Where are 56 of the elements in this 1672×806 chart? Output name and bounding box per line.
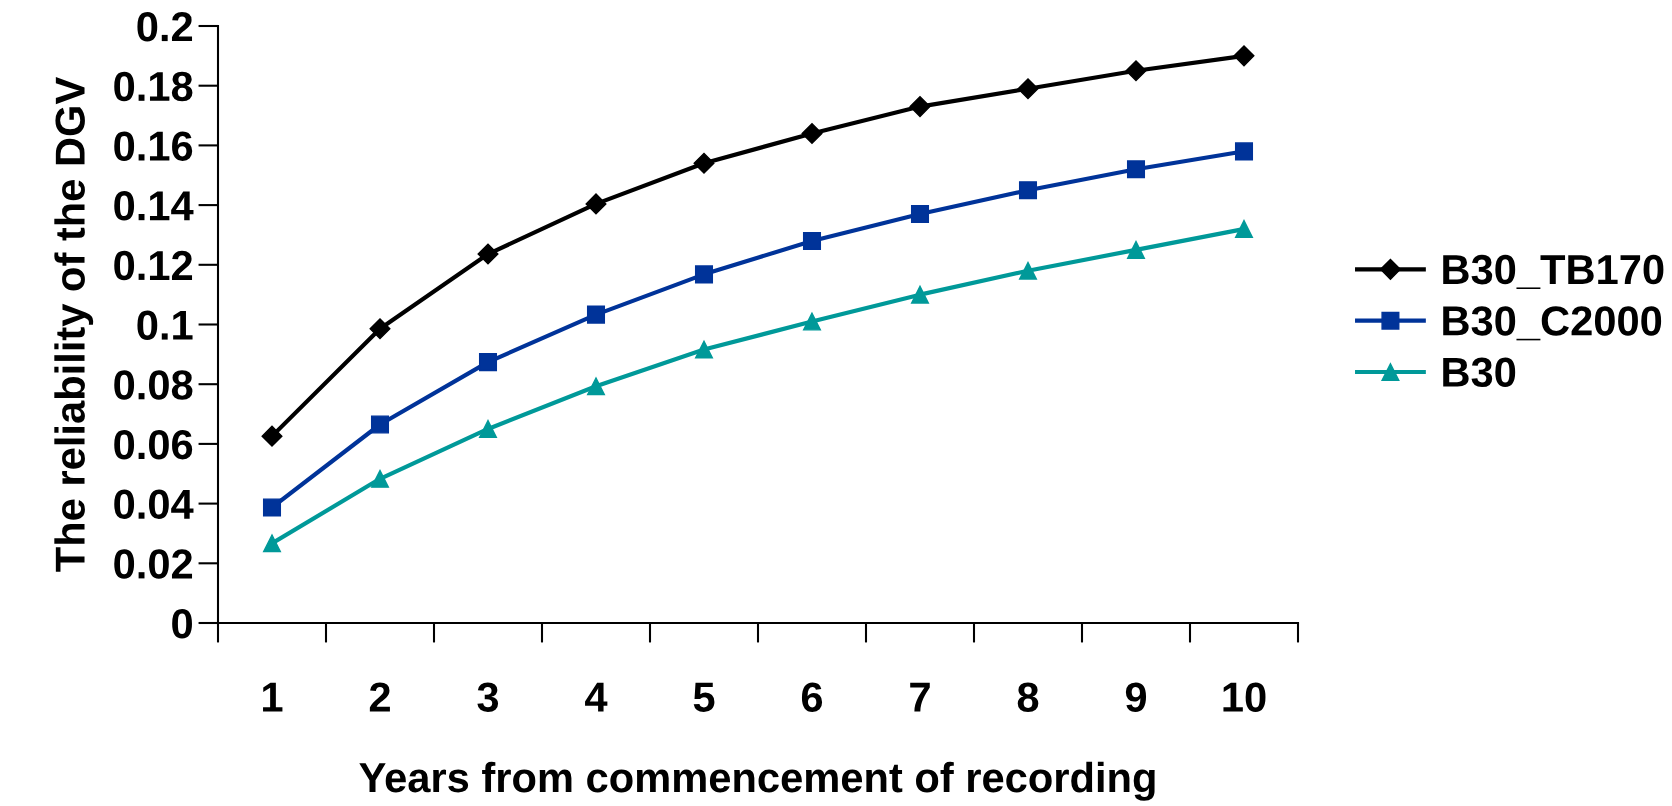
point	[1234, 219, 1254, 239]
point	[478, 419, 498, 439]
legend-label: B30_C2000	[1443, 306, 1662, 341]
point	[693, 152, 715, 174]
x-tick-label: 1	[263, 682, 283, 712]
point	[369, 318, 391, 340]
point	[478, 353, 498, 372]
point	[1233, 45, 1255, 67]
x-tick-label: 3	[477, 682, 499, 712]
y-tick-label: 0.02	[114, 549, 193, 579]
point	[477, 243, 499, 265]
point	[694, 340, 714, 359]
point	[802, 312, 822, 331]
point	[370, 415, 390, 434]
y-tick-label: 0.04	[114, 489, 194, 520]
point	[694, 265, 714, 284]
point	[1126, 160, 1146, 179]
x-axis-title: Years from commencement of recording	[359, 761, 1155, 801]
point	[1018, 261, 1038, 280]
legend-label: B30_TB170	[1443, 254, 1664, 290]
point	[261, 425, 283, 447]
point	[1125, 60, 1147, 82]
x-tick-label: 7	[910, 682, 930, 712]
x-tick-label: 2	[369, 682, 390, 712]
x-tick-label: 5	[693, 682, 715, 712]
point	[370, 469, 390, 488]
y-tick-label: 0.08	[114, 370, 193, 400]
point	[910, 285, 930, 304]
point	[262, 498, 282, 517]
point	[1017, 78, 1039, 100]
x-tick-label: 9	[1125, 682, 1147, 712]
x-tick-label: 10	[1223, 682, 1266, 712]
point	[802, 231, 822, 250]
y-tick-label: 0.1	[137, 310, 193, 341]
point	[586, 305, 606, 324]
point	[910, 205, 930, 224]
y-tick-label: 0.06	[114, 429, 193, 460]
point	[1126, 240, 1146, 259]
point	[585, 193, 607, 215]
y-tick-label: 0.2	[137, 12, 193, 42]
y-tick-label: 0.14	[114, 191, 194, 221]
point	[1234, 142, 1254, 161]
y-axis-title: The reliability of the DGV	[54, 77, 94, 572]
y-tick-label: 0.12	[114, 250, 193, 281]
x-tick-label: 4	[585, 682, 608, 712]
point	[586, 377, 606, 396]
y-tick-label: 0	[172, 609, 192, 639]
x-tick-label: 8	[1017, 682, 1039, 712]
point	[1018, 181, 1038, 200]
x-tick-label: 6	[801, 682, 823, 712]
y-tick-label: 0.16	[114, 131, 193, 161]
point	[262, 534, 282, 553]
point	[909, 96, 931, 118]
legend-label: B30	[1443, 357, 1516, 388]
y-tick-label: 0.18	[114, 71, 193, 102]
point	[801, 122, 823, 144]
